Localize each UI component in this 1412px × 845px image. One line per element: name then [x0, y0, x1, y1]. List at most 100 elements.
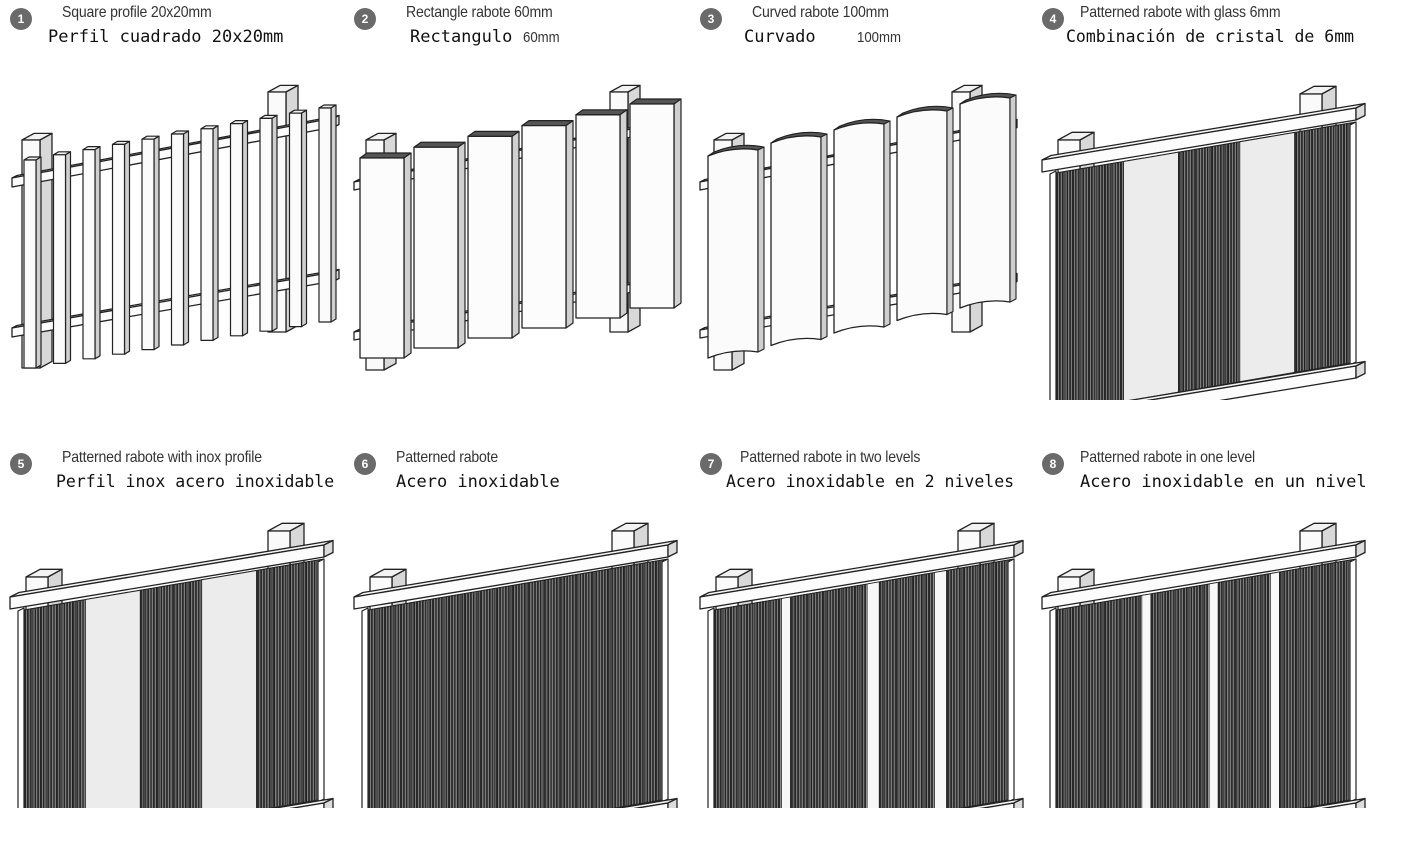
stripe: [1119, 598, 1122, 808]
stripe: [891, 579, 895, 808]
stripe: [1106, 163, 1110, 400]
stripe: [194, 580, 198, 808]
stripe: [764, 600, 768, 808]
stripe: [278, 566, 282, 808]
stripe: [1087, 604, 1091, 808]
stripe: [1093, 602, 1097, 808]
stripe: [65, 602, 69, 808]
stripe: [1260, 574, 1263, 808]
stripe: [565, 575, 569, 808]
stripe: [742, 604, 746, 808]
frame-left: [17, 607, 25, 808]
stripe: [917, 574, 921, 808]
stripe: [265, 568, 269, 808]
board-front: [707, 148, 759, 359]
stripe: [1176, 588, 1180, 808]
stripe: [815, 592, 819, 808]
stripe: [1279, 571, 1282, 808]
stripe: [1317, 564, 1321, 806]
board-top: [467, 130, 520, 137]
stripe: [159, 586, 162, 808]
stripe: [1221, 581, 1224, 808]
board-front: [629, 103, 675, 309]
stripe: [603, 569, 607, 808]
board-top: [359, 152, 412, 159]
stripe: [1300, 130, 1304, 372]
stripe: [504, 586, 508, 808]
stripe: [600, 569, 604, 808]
stripe: [55, 603, 59, 808]
stripe: [878, 581, 882, 808]
stripe: [806, 593, 809, 808]
stripe: [1330, 562, 1333, 804]
stripe: [259, 569, 263, 808]
stripe: [1187, 150, 1191, 392]
board-front: [467, 135, 513, 339]
stripe: [1313, 128, 1317, 370]
stripe: [463, 593, 467, 808]
title-english: Square profile 20x20mm: [62, 4, 212, 21]
stripe: [1094, 165, 1097, 400]
stripe: [809, 593, 812, 808]
stripe: [1061, 608, 1065, 808]
stripe: [1316, 128, 1320, 370]
panel-two-levels: 7 Patterned rabote in two levels Acero i…: [694, 445, 1044, 845]
stripe: [1333, 125, 1336, 367]
board-top: [629, 98, 682, 105]
stripe: [1122, 598, 1126, 808]
stripe: [1119, 161, 1123, 400]
title-spanish: Acero inoxidable en un nivel: [1080, 472, 1367, 492]
stripe: [256, 569, 259, 808]
frame-left: [1049, 170, 1057, 400]
stripe: [1207, 146, 1210, 388]
stripe: [511, 585, 514, 808]
stripe: [638, 563, 642, 805]
board-side: [757, 146, 765, 353]
panel-number-badge: 1: [10, 8, 32, 30]
stripe: [1217, 581, 1221, 808]
stripe: [642, 562, 645, 804]
stripe: [1074, 606, 1078, 808]
stripe: [396, 604, 400, 808]
stripe: [622, 566, 626, 808]
stripe: [1110, 163, 1113, 400]
stripe: [1173, 589, 1176, 808]
stripe: [1109, 600, 1113, 808]
stripe: [654, 560, 658, 802]
stripe: [415, 601, 419, 808]
stripe: [606, 568, 610, 808]
stripe: [1184, 150, 1188, 392]
stripe: [1339, 124, 1343, 366]
rail-end: [1013, 539, 1024, 558]
frame-right: [1349, 558, 1357, 803]
rail-end: [1355, 360, 1366, 379]
stripe: [1224, 580, 1228, 808]
stripe: [431, 598, 435, 808]
stripe: [1229, 142, 1233, 384]
stripe: [1004, 560, 1007, 802]
stripe: [466, 592, 470, 808]
stripe: [1160, 591, 1163, 808]
stripe: [476, 591, 479, 808]
stripe: [626, 565, 629, 807]
stripe: [584, 572, 588, 808]
stripe: [1179, 588, 1183, 808]
stripe: [1081, 168, 1085, 400]
board-side: [619, 109, 628, 319]
stripe: [1253, 575, 1257, 808]
stripe: [616, 567, 620, 808]
stripe: [310, 560, 314, 802]
stripe: [146, 588, 150, 808]
stripe: [924, 573, 928, 808]
stripe: [1223, 143, 1226, 385]
stripe: [188, 581, 191, 808]
stripe: [549, 578, 553, 808]
stripe: [562, 576, 566, 808]
slat-front: [229, 122, 244, 337]
stripe: [597, 570, 601, 808]
stripe: [1304, 567, 1308, 808]
stripe: [1320, 564, 1324, 806]
stripe: [768, 600, 771, 808]
slat-front: [111, 143, 126, 355]
stripe: [777, 598, 781, 808]
